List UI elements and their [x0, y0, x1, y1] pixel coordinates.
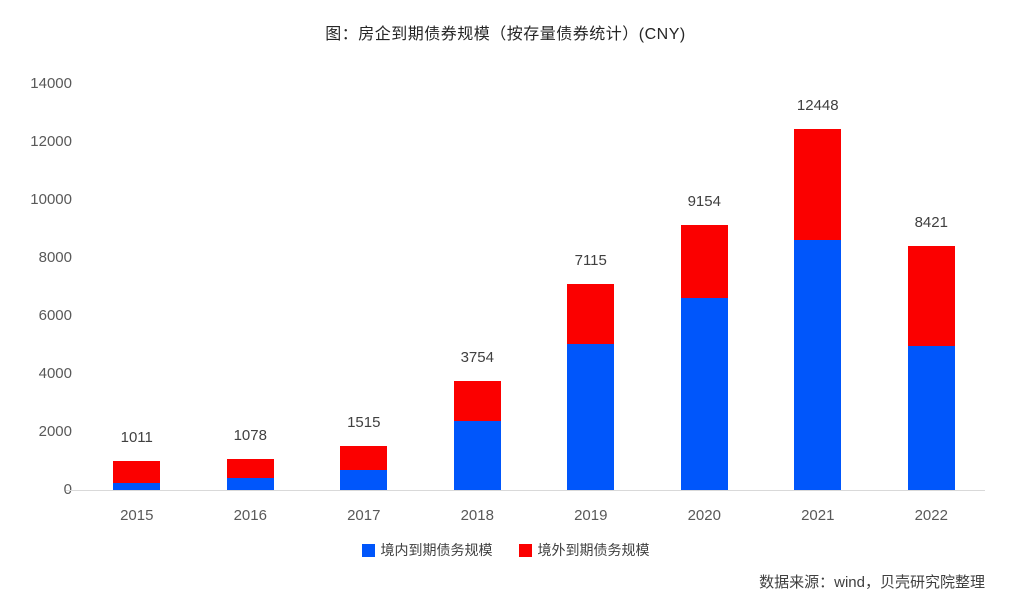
bar-segment-overseas — [794, 129, 842, 241]
y-tick-label: 14000 — [30, 75, 72, 92]
legend-swatch-overseas — [518, 543, 532, 557]
bar-total-label: 1011 — [120, 428, 153, 446]
source-note: 数据来源：wind，贝壳研究院整理 — [759, 574, 985, 591]
x-tick-label: 2018 — [460, 507, 494, 524]
bar-segment-domestic — [226, 477, 274, 490]
y-tick-label: 12000 — [30, 133, 72, 150]
bar-segment-overseas — [907, 245, 955, 347]
bar-segment-domestic — [340, 469, 388, 490]
x-tick-label: 2022 — [914, 507, 948, 524]
x-tick-label: 2017 — [347, 507, 381, 524]
bar-segment-overseas — [567, 283, 615, 344]
bar-segment-domestic — [794, 240, 842, 490]
y-tick-label: 0 — [0, 480, 72, 500]
y-tick-label: 10000 — [30, 191, 72, 208]
legend-label: 境外到期债务规模 — [537, 542, 650, 558]
bar-segment-domestic — [567, 343, 615, 490]
bar-segment-domestic — [680, 298, 728, 490]
bar-total-label: 8421 — [914, 213, 948, 231]
x-tick-label: 2015 — [120, 507, 154, 524]
legend-item-domestic: 境内到期债务规模 — [361, 540, 493, 560]
bar-total-label: 7115 — [574, 251, 607, 269]
bar-segment-domestic — [907, 346, 955, 490]
y-tick-label: 4000 — [38, 365, 72, 382]
bar-segment-overseas — [680, 224, 728, 299]
bar-total-label: 1078 — [233, 426, 267, 444]
chart-title: 图：房企到期债券规模（按存量债券统计）(CNY) — [325, 26, 686, 43]
legend-item-overseas: 境外到期债务规模 — [518, 540, 650, 560]
bar-total-label: 9154 — [687, 192, 721, 210]
x-axis-line — [66, 490, 985, 491]
y-tick-label: 2000 — [38, 423, 72, 440]
legend-label: 境内到期债务规模 — [380, 542, 493, 558]
x-tick-label: 2020 — [687, 507, 721, 524]
x-tick-label: 2016 — [233, 507, 267, 524]
legend-swatch-domestic — [361, 543, 375, 557]
bar-segment-overseas — [453, 381, 501, 421]
bar-segment-domestic — [113, 482, 161, 490]
bar-total-label: 3754 — [460, 349, 494, 367]
bar-segment-domestic — [453, 420, 501, 490]
bar-total-label: 1515 — [347, 414, 381, 432]
legend: 境内到期债务规模 境外到期债务规模 — [0, 540, 1011, 560]
x-tick-label: 2019 — [574, 507, 608, 524]
y-tick-label: 8000 — [38, 249, 72, 266]
bar-segment-overseas — [340, 446, 388, 470]
y-tick-label: 6000 — [38, 307, 72, 324]
bar-segment-overseas — [113, 460, 161, 483]
bar-segment-overseas — [226, 458, 274, 478]
bar-total-label: 12448 — [796, 97, 839, 114]
x-tick-label: 2021 — [801, 507, 835, 524]
